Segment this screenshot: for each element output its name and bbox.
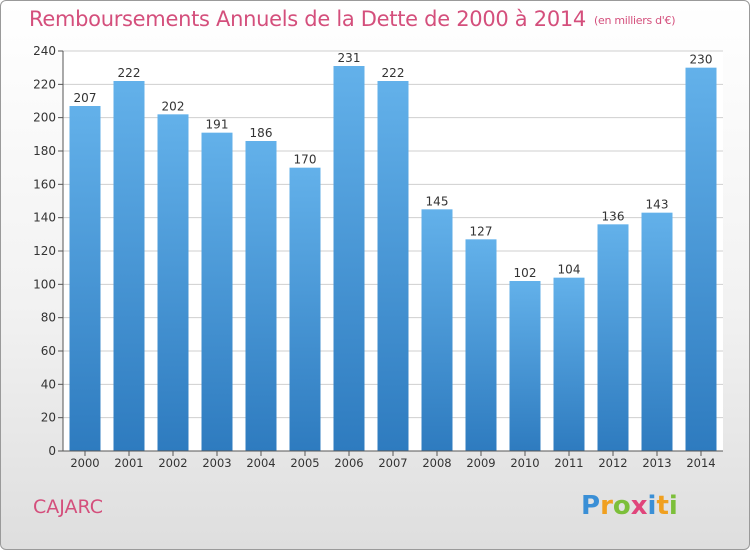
data-label: 186 [250,126,273,140]
logo-letter: o [612,491,631,521]
x-tick-label: 2002 [158,456,187,470]
bar [685,67,717,452]
y-tick-label: 220 [33,77,56,91]
x-tick-label: 2009 [466,456,495,470]
data-label: 104 [558,263,581,277]
data-label: 191 [206,118,229,132]
bar [553,277,585,451]
y-tick-label: 20 [41,411,56,425]
logo-letter: i [647,491,657,521]
logo-letter: i [668,491,678,521]
y-tick-label: 140 [33,211,56,225]
title-text: Remboursements Annuels de la Dette de 20… [29,7,586,31]
x-tick-label: 2006 [334,456,363,470]
x-tick-label: 2004 [246,456,275,470]
x-tick-label: 2013 [642,456,671,470]
x-tick-label: 2008 [422,456,451,470]
data-label: 143 [646,198,669,212]
bar [245,141,277,451]
data-label: 230 [690,53,713,67]
x-tick-label: 2007 [378,456,407,470]
bar [641,212,673,451]
logo-letter: x [630,491,648,521]
y-tick-label: 60 [41,344,56,358]
bar [157,114,189,451]
x-tick-label: 2012 [598,456,627,470]
data-label: 222 [118,66,141,80]
y-tick-label: 40 [41,377,56,391]
y-tick-label: 200 [33,111,56,125]
logo-letter: P [581,491,601,521]
data-label: 127 [470,224,493,238]
data-labels: 207 222 202 191 186 170 231 222 145 127 102 104 136 1… [74,51,713,280]
bar [421,209,453,451]
bar [289,167,321,451]
bar [333,66,365,451]
y-tick-label: 0 [48,444,56,458]
x-tick-label: 2014 [686,456,715,470]
bars [69,66,717,452]
data-label: 102 [514,266,537,280]
data-label: 145 [426,194,449,208]
y-tick-label: 100 [33,277,56,291]
x-tick-label: 2003 [202,456,231,470]
data-label: 207 [74,91,97,105]
bar [201,132,233,451]
commune-name: CAJARC [33,496,104,518]
bar [377,81,409,451]
x-tick-label: 2011 [554,456,583,470]
x-tick-label: 2001 [114,456,143,470]
x-tick-label: 2000 [70,456,99,470]
x-axis: 2000 2001 2002 2003 2004 2005 2006 2007 2008 2009… [63,450,723,470]
y-tick-label: 80 [41,311,56,325]
y-tick-label: 240 [33,44,56,58]
logo-letter: t [656,491,669,521]
x-tick-label: 2010 [510,456,539,470]
y-tick-label: 160 [33,177,56,191]
logo-letter: r [600,491,613,521]
y-axis: 0 20 40 60 80 100 120 140 160 180 200 220 240 [33,44,64,458]
data-label: 136 [602,209,625,223]
bar [597,224,629,451]
bar [69,106,101,451]
bar [509,281,541,451]
y-tick-label: 180 [33,144,56,158]
y-tick-label: 120 [33,244,56,258]
unit-note: (en milliers d'€) [594,14,676,27]
x-tick-label: 2005 [290,456,319,470]
chart-title: Remboursements Annuels de la Dette de 20… [29,7,675,31]
proxiti-logo: Proxiti [581,491,678,521]
bar [465,239,497,451]
data-label: 231 [338,51,361,65]
data-label: 170 [294,153,317,167]
bar [113,81,145,451]
data-label: 222 [382,66,405,80]
data-label: 202 [162,99,185,113]
